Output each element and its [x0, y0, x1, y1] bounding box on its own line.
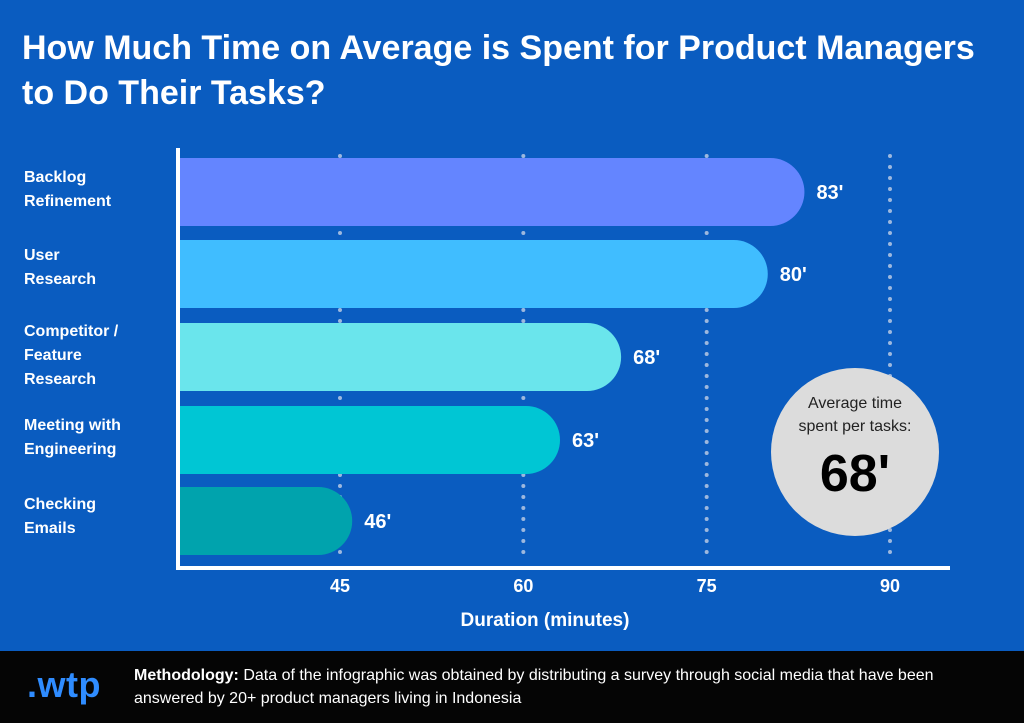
category-label-1: User Research — [24, 247, 97, 288]
methodology-label: Methodology: — [134, 667, 239, 684]
value-label-3: 63' — [572, 430, 599, 452]
methodology-body: Data of the infographic was obtained by … — [134, 667, 934, 707]
x-tick-label-1: 60 — [513, 576, 533, 596]
bar-0 — [178, 158, 805, 226]
bar-1 — [178, 240, 768, 308]
category-label-3: Meeting with Engineering — [24, 417, 121, 458]
x-axis-title: Duration (minutes) — [461, 610, 630, 631]
x-tick-label-2: 75 — [697, 576, 717, 596]
bar-3 — [178, 406, 560, 474]
footer: .wtp Methodology: Data of the infographi… — [0, 651, 1024, 723]
bar-2 — [178, 323, 622, 391]
value-label-4: 46' — [364, 511, 391, 533]
value-label-0: 83' — [816, 182, 843, 204]
category-label-0: Backlog Refinement — [24, 169, 112, 210]
chart-title: How Much Time on Average is Spent for Pr… — [22, 29, 975, 112]
value-label-1: 80' — [780, 264, 807, 286]
bar-4 — [178, 487, 353, 555]
x-tick-label-0: 45 — [330, 576, 350, 596]
value-label-2: 68' — [633, 347, 660, 369]
x-tick-label-3: 90 — [880, 576, 900, 596]
wtp-logo: .wtp — [27, 664, 101, 705]
methodology-text: Methodology: Data of the infographic was… — [134, 664, 1000, 710]
average-badge: Average time spent per tasks: 68' — [771, 368, 939, 536]
category-label-4: Checking Emails — [24, 496, 97, 537]
average-value: 68' — [819, 445, 891, 503]
bar-chart: 45 60 75 90 83' 80' 68' 63' 46' Duration (minutes… — [176, 148, 950, 631]
category-label-2: Competitor / Feature Research — [24, 323, 119, 388]
average-label: Average time spent per tasks: — [798, 395, 912, 435]
